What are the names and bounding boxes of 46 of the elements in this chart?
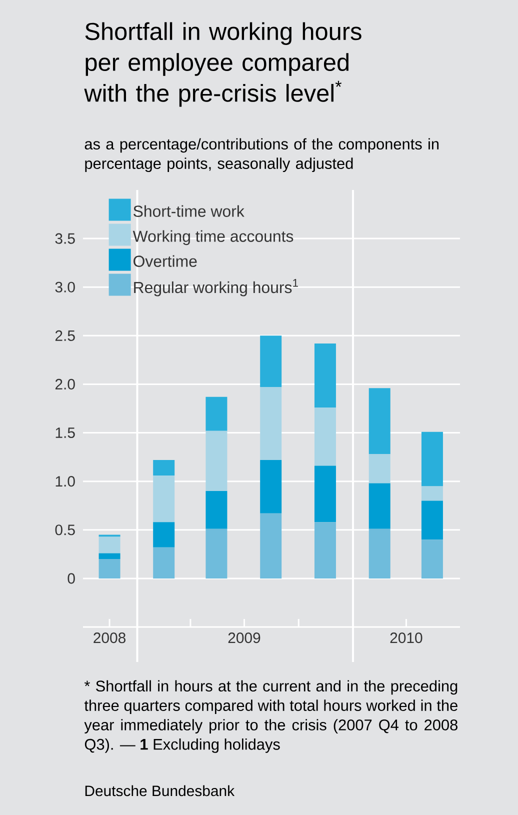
legend-label: Regular working hours$^{1}$	[134, 279, 298, 296]
y-tick-label: 2.5	[55, 330, 75, 341]
y-tick-label: 1.0	[56, 476, 75, 487]
chart-subtitle: as a percentage/contributions of the components in percentage points, seasonally adjusted	[84, 138, 439, 172]
bar	[421, 500, 443, 540]
bar	[206, 528, 228, 578]
bar	[368, 483, 390, 529]
chart-title: Shortfall in working hours per employee compared with the pre-crisis level$^{*}$	[84, 22, 362, 107]
bar	[153, 460, 175, 476]
text: Deutsche Bundesbank	[85, 785, 235, 796]
bar	[260, 336, 282, 388]
bar	[421, 486, 443, 501]
legend-label: Short-time work	[134, 205, 244, 217]
bar	[206, 430, 228, 492]
bar	[421, 540, 443, 578]
bar	[314, 466, 336, 522]
bar	[260, 460, 282, 514]
y-tick-label: 1.5	[56, 428, 75, 438]
y-tick-label: 0	[68, 573, 75, 584]
bar	[98, 553, 120, 560]
bar	[98, 536, 120, 554]
bar	[260, 513, 282, 578]
y-tick-label: 3.0	[55, 282, 75, 292]
bar	[368, 454, 390, 484]
bar	[368, 388, 390, 454]
bar	[153, 476, 175, 522]
bar	[206, 396, 228, 431]
legend-label: Working time accounts	[132, 230, 294, 246]
y-tick-label: 0.5	[55, 524, 75, 536]
x-tick-label: 2010	[390, 632, 422, 644]
legend-label: Overtime	[134, 255, 197, 267]
bar	[206, 491, 228, 529]
x-tick-label: 2008	[94, 632, 126, 644]
text: * Shortfall in hours at the current and in the preceding three quarters compared with total hours worked in the year immediately prior to the crisis (2007 Q4 to 2008 Q3). — 1 Excluding holidays	[84, 680, 458, 753]
y-tick-label: 2.0	[55, 378, 75, 390]
bar	[421, 432, 443, 486]
bar	[260, 387, 282, 460]
bar	[314, 522, 336, 578]
x-tick-label: 2009	[228, 632, 260, 644]
bar	[153, 522, 175, 548]
bar	[368, 528, 390, 578]
y-tick-label: 3.5	[55, 233, 75, 244]
bar	[314, 408, 336, 466]
bar	[314, 343, 336, 408]
bar	[153, 547, 175, 578]
bar	[98, 559, 120, 578]
